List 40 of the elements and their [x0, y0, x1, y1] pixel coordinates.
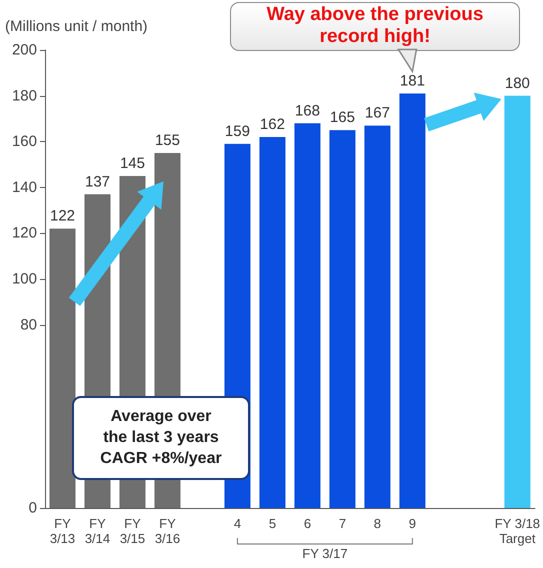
bar: [504, 96, 530, 508]
y-tick-label: 180: [12, 87, 37, 104]
x-tick-label: 7: [338, 516, 346, 531]
data-label: 168: [294, 102, 320, 120]
x-tick-label: 6: [304, 516, 312, 531]
data-label: 122: [50, 208, 76, 225]
x-tick-label: FY 3/18 Target: [494, 516, 540, 546]
y-tick-label: 80: [20, 316, 37, 334]
bar: [329, 130, 356, 508]
x-tick-label: 8: [374, 516, 382, 531]
y-tick-label: 160: [12, 133, 37, 150]
y-tick-label: 140: [12, 178, 37, 196]
data-label: 180: [504, 74, 530, 92]
y-tick-label: 120: [12, 224, 37, 242]
bar: [49, 228, 76, 508]
data-label: 162: [260, 116, 285, 134]
data-label: 159: [224, 122, 250, 140]
x-tick-label: FY 3/16: [154, 516, 180, 546]
x-tick-label: 9: [408, 516, 416, 531]
x-tick-label: 4: [234, 516, 242, 531]
y-tick-label: 0: [28, 500, 37, 516]
x-tick-label: FY 3/15: [120, 516, 146, 546]
x-tick-label: FY 3/13: [50, 516, 76, 546]
x-tick-label: FY 3/14: [84, 516, 110, 546]
data-label: 145: [120, 154, 145, 172]
text: FY 3/17: [301, 546, 349, 561]
data-label: 155: [154, 132, 180, 150]
bar: [364, 126, 390, 508]
y-tick-label: 100: [12, 270, 37, 288]
data-label: 167: [364, 104, 390, 122]
y-axis-title: (Millions unit / month): [5, 18, 148, 35]
bar: [294, 123, 320, 508]
bar: [259, 137, 286, 508]
bar: [399, 94, 426, 508]
data-label: 137: [84, 173, 110, 190]
data-label: 165: [330, 109, 355, 126]
text-box: Average over the last 3 years CAGR +8%/year: [72, 396, 250, 480]
x-tick-label: 5: [268, 516, 276, 531]
data-label: 181: [400, 72, 425, 90]
y-tick-label: 200: [12, 42, 37, 58]
